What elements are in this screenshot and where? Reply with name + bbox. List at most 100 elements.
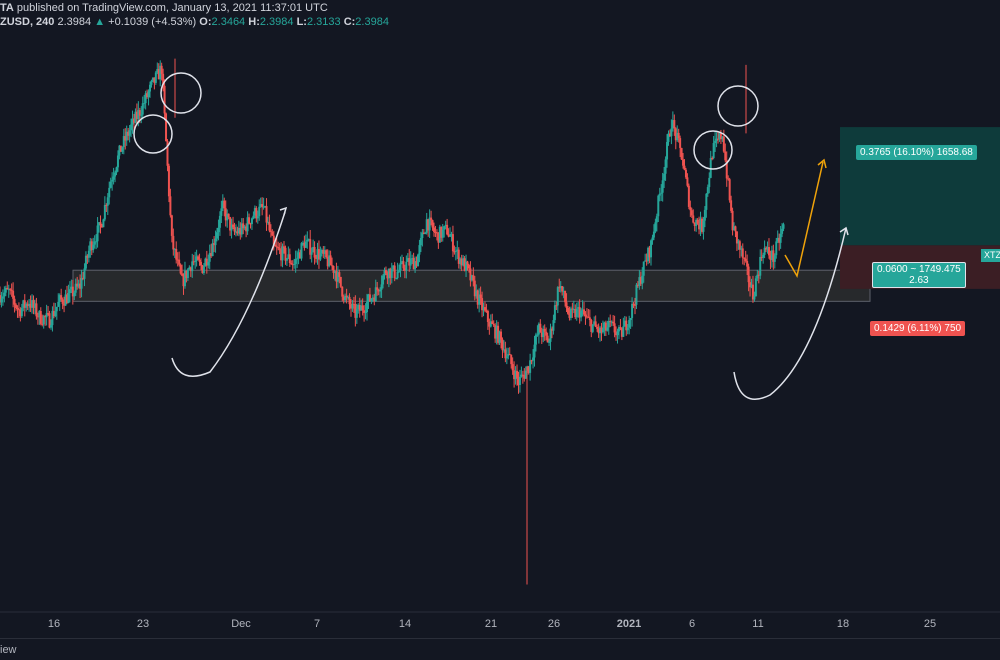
candle-body [140, 114, 143, 116]
candle-body [778, 237, 781, 243]
candle-body [674, 128, 677, 141]
footer-brand: iew [0, 644, 17, 656]
chart-header: TA published on TradingView.com, January… [0, 0, 1000, 34]
candle-body [575, 308, 578, 318]
candle-body [395, 277, 398, 279]
candle-body [274, 244, 277, 247]
time-tick-label: 16 [48, 618, 60, 630]
candle-body [511, 364, 514, 371]
candle-body [740, 248, 743, 250]
candle-body [331, 265, 334, 267]
candle-body [766, 247, 769, 250]
candle-body [325, 250, 328, 258]
candle-body [616, 331, 619, 336]
candle-body [767, 247, 770, 256]
candle-body [737, 241, 740, 244]
candle-body [351, 303, 354, 309]
candle-body [431, 220, 434, 228]
candle-body [124, 136, 127, 141]
open-value: 2.3464 [211, 16, 246, 28]
candle-body [221, 200, 224, 209]
candle-body [717, 138, 720, 140]
candle-body [290, 263, 293, 265]
candle-body [769, 255, 772, 261]
candle-body [555, 305, 558, 307]
candle-body [26, 303, 29, 307]
candle-body [322, 249, 325, 254]
candle-body [282, 246, 285, 248]
candle-body [122, 136, 125, 148]
price-chart[interactable]: 16 23 Dec 7 14 21 26 2021 6 11 18 25 [0, 0, 1000, 638]
candle-body [741, 248, 744, 258]
candle-body [64, 294, 67, 306]
candle-body [647, 247, 650, 262]
candle-body [226, 213, 229, 221]
candle-body [690, 210, 693, 216]
candle-body [440, 226, 443, 238]
open-label: O: [199, 16, 212, 28]
risk-reward-line1: 0.0600 ~ 1749.475 [877, 264, 961, 275]
candle-body [577, 307, 580, 309]
candle-body [504, 349, 507, 359]
candle-body [553, 305, 556, 321]
time-axis-layer: 16 23 Dec 7 14 21 26 2021 6 11 18 25 [0, 611, 1000, 630]
candle-body [782, 224, 785, 229]
candle-body [645, 260, 648, 262]
candle-body [472, 275, 475, 281]
candle-body [625, 320, 628, 331]
candle-body [418, 245, 421, 255]
candle-body [312, 246, 315, 253]
candle-body [730, 200, 733, 211]
candle-body [90, 241, 93, 251]
candle-body [265, 206, 268, 223]
candle-body [333, 271, 336, 273]
candle-body [102, 219, 105, 228]
candle-body [566, 307, 569, 314]
candle-body [306, 239, 309, 242]
candle-body [536, 334, 539, 336]
candle-body [73, 292, 76, 297]
candle-body [275, 246, 278, 248]
candle-body [307, 239, 310, 241]
candle-body [671, 120, 674, 129]
candle-body [415, 261, 418, 267]
candle-body [501, 339, 504, 351]
candle-body [169, 196, 172, 216]
candle-body [495, 325, 498, 339]
candle-body [103, 205, 106, 220]
candle-body [336, 272, 339, 282]
candle-body [229, 217, 232, 231]
candle-body [71, 286, 74, 297]
candle-body [578, 307, 581, 318]
candle-body [393, 265, 396, 279]
candle-body [530, 360, 533, 362]
candle-body [258, 206, 261, 217]
candle-body [114, 172, 117, 177]
candle-body [160, 65, 163, 74]
candle-body [476, 290, 479, 305]
current-price-tag: XTZ [981, 249, 1000, 262]
candle-body [489, 321, 492, 327]
candle-body [467, 265, 470, 269]
candle-body [650, 240, 653, 258]
candle-body [661, 180, 664, 193]
candle-body [670, 128, 673, 137]
candle-body [131, 118, 134, 125]
candle-body [253, 208, 256, 216]
candle-body [743, 257, 746, 259]
risk-reward-label: 0.0600 ~ 1749.475 2.63 [872, 262, 966, 288]
candle-body [368, 294, 371, 302]
candle-body [60, 295, 63, 300]
candle-body [705, 193, 708, 210]
candle-body [430, 217, 433, 221]
candle-body [83, 268, 86, 279]
candle-body [600, 327, 603, 333]
candle-body [216, 232, 219, 239]
candle-body [217, 227, 220, 233]
candle-body [296, 258, 299, 260]
candle-body [756, 274, 759, 279]
publish-line: TA published on TradingView.com, January… [0, 1, 328, 16]
candle-body [481, 298, 484, 311]
candle-body [214, 238, 217, 246]
candle-body [419, 237, 422, 246]
